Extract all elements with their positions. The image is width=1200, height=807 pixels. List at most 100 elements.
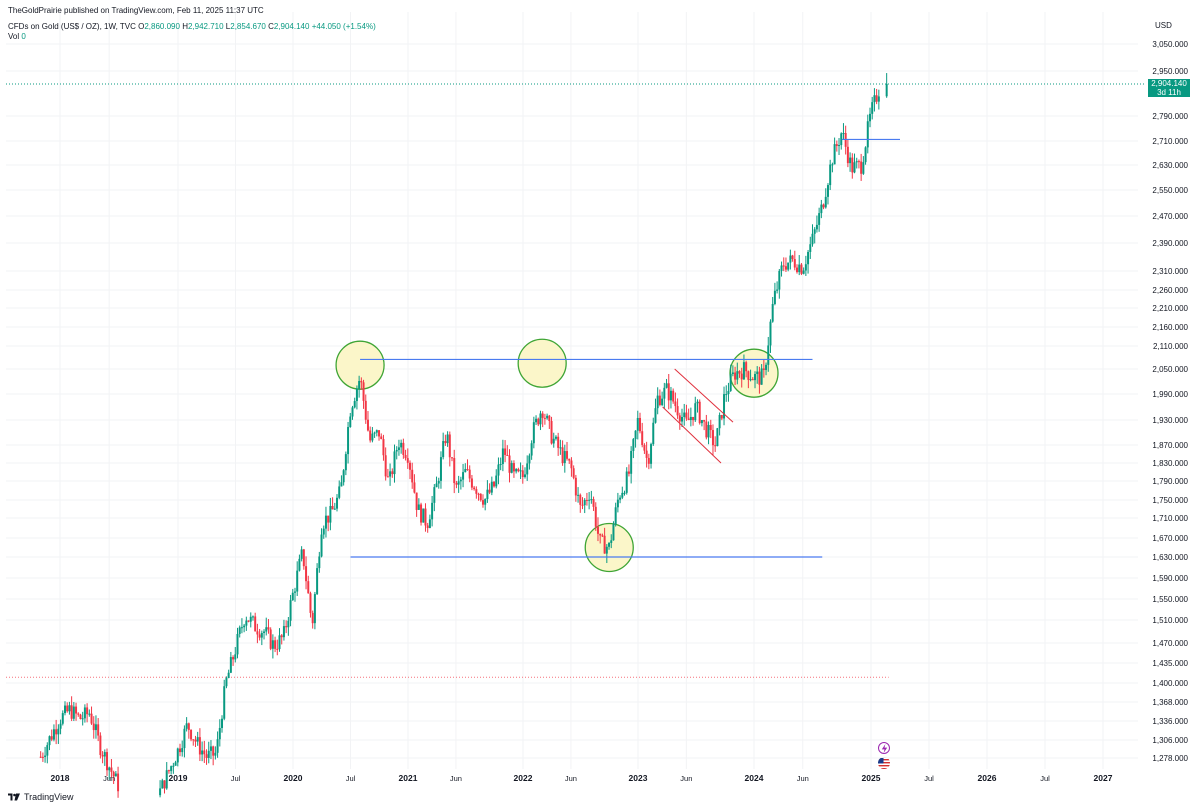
candle xyxy=(877,89,880,110)
candle-body xyxy=(568,458,571,461)
candle-body xyxy=(579,494,582,505)
time-tick-label: 2027 xyxy=(1094,773,1113,783)
candle xyxy=(276,639,279,656)
candle-body xyxy=(464,469,467,473)
candle-body xyxy=(373,432,376,434)
candle-body xyxy=(61,713,64,724)
candle-body xyxy=(557,436,560,448)
candle-body xyxy=(473,487,476,490)
candle xyxy=(302,548,305,570)
candle-body xyxy=(79,714,82,720)
candle xyxy=(218,719,221,747)
candle-body xyxy=(619,497,622,500)
candle xyxy=(855,157,858,169)
candle-body xyxy=(198,737,201,755)
footer-brand[interactable]: TradingView xyxy=(8,792,74,802)
us-flag-icon[interactable] xyxy=(878,757,890,769)
candle xyxy=(258,628,261,641)
candle-body xyxy=(422,508,425,523)
candle xyxy=(535,415,538,426)
candle-body xyxy=(218,727,221,740)
annotations-back xyxy=(335,338,779,573)
candle xyxy=(466,459,469,471)
candle-body xyxy=(599,533,602,536)
time-tick-label: Jun xyxy=(450,774,462,783)
candle xyxy=(495,469,498,489)
candle-body xyxy=(291,592,294,601)
candle xyxy=(638,412,641,434)
candle xyxy=(517,467,520,473)
candle-body xyxy=(406,458,409,463)
candle-body xyxy=(820,204,823,214)
candle xyxy=(652,417,655,446)
candle-body xyxy=(103,752,106,757)
candle-body xyxy=(201,750,204,755)
candle xyxy=(758,366,761,394)
candle xyxy=(818,207,821,232)
candle-body xyxy=(265,627,268,632)
candle xyxy=(411,462,414,489)
candle xyxy=(77,712,80,717)
candle-body xyxy=(791,255,794,260)
candle-body xyxy=(703,420,706,422)
candle xyxy=(594,502,597,531)
candle xyxy=(537,417,540,427)
candle xyxy=(249,612,252,628)
candle-body xyxy=(362,382,365,401)
candle xyxy=(596,517,599,542)
price-tick-label: 1,278.000 xyxy=(1152,754,1188,763)
candle-body xyxy=(77,713,80,715)
candle xyxy=(835,140,838,152)
candle xyxy=(366,411,369,432)
symbol-name[interactable]: CFDs on Gold (US$ / OZ), 1W, TVC xyxy=(8,22,136,31)
candle-body xyxy=(605,546,608,554)
candle xyxy=(844,125,847,155)
candle xyxy=(871,96,874,120)
candle xyxy=(780,261,783,277)
candle xyxy=(473,485,476,491)
price-tick-label: 1,470.000 xyxy=(1152,639,1188,648)
lightning-icon[interactable] xyxy=(878,742,890,754)
candle xyxy=(72,702,75,722)
candle-body xyxy=(269,629,272,649)
candle-body xyxy=(842,133,845,135)
currency-label[interactable]: USD xyxy=(1155,21,1172,30)
candle-body xyxy=(117,773,120,792)
candle-body xyxy=(114,773,117,777)
candle-body xyxy=(610,540,613,543)
candle xyxy=(866,114,869,154)
candle-body xyxy=(504,448,507,455)
candle-body xyxy=(676,406,679,416)
candle-body xyxy=(654,408,657,423)
candle xyxy=(678,412,681,430)
candle-body xyxy=(497,464,500,476)
candle xyxy=(501,439,504,472)
candle xyxy=(667,374,670,410)
publisher-line: TheGoldPrairie published on TradingView.… xyxy=(8,6,264,15)
candle-body xyxy=(793,259,796,268)
candle xyxy=(736,362,739,385)
candle-body xyxy=(824,196,827,208)
candle-body xyxy=(455,483,458,485)
candle xyxy=(685,404,688,421)
candle xyxy=(108,766,111,780)
candle-body xyxy=(625,471,628,493)
candle xyxy=(765,362,768,376)
candle-body xyxy=(378,430,381,437)
candle xyxy=(103,749,106,766)
candle-body xyxy=(256,631,259,635)
candle xyxy=(426,522,429,533)
candle-body xyxy=(559,447,562,449)
candle xyxy=(729,364,732,392)
candle-body xyxy=(296,570,299,592)
candle xyxy=(868,107,871,128)
candle xyxy=(838,138,841,155)
candle-body xyxy=(245,620,248,626)
candle-body xyxy=(486,489,489,500)
candle-body xyxy=(570,460,573,469)
price-tick-label: 1,830.000 xyxy=(1152,459,1188,468)
candle-body xyxy=(229,657,232,673)
highlight-circle xyxy=(335,340,385,390)
candle xyxy=(289,594,292,627)
